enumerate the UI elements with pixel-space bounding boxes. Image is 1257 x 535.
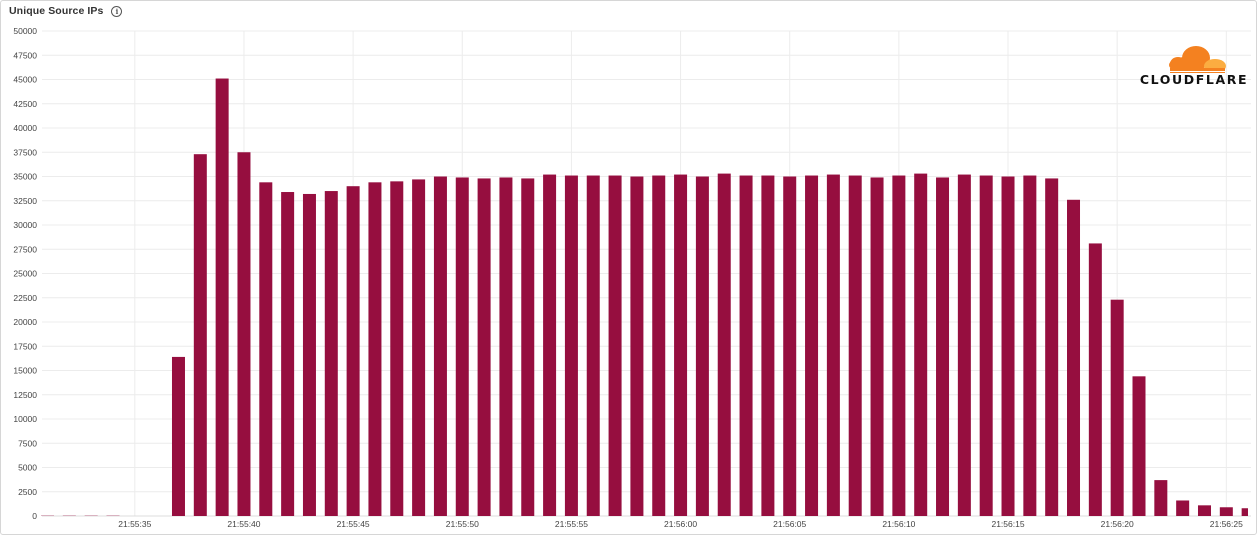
bar[interactable] — [259, 182, 273, 516]
y-tick-label: 20000 — [13, 317, 37, 327]
bar[interactable] — [608, 175, 622, 516]
bar[interactable] — [761, 175, 775, 516]
y-tick-label: 10000 — [13, 414, 37, 424]
bar[interactable] — [477, 178, 491, 516]
x-tick-label: 21:55:55 — [555, 519, 588, 529]
y-tick-label: 5000 — [18, 463, 37, 473]
bar[interactable] — [1110, 299, 1124, 516]
bar[interactable] — [237, 152, 251, 516]
x-tick-label: 21:55:35 — [118, 519, 151, 529]
bar[interactable] — [848, 175, 862, 516]
bar[interactable] — [455, 177, 469, 516]
y-tick-label: 15000 — [13, 366, 37, 376]
x-axis-ticks: 21:55:35 21:55:40 21:55:45 21:55:50 21:55:55… — [118, 519, 1243, 529]
x-tick-label: 21:56:15 — [991, 519, 1024, 529]
bar[interactable] — [368, 182, 382, 516]
x-tick-label: 21:56:10 — [882, 519, 915, 529]
bar[interactable] — [674, 174, 688, 516]
bar[interactable] — [936, 177, 950, 516]
panel-header: Unique Source IPs i — [9, 4, 123, 18]
cloudflare-logo: CLOUDFLARE — [1134, 46, 1254, 90]
bar[interactable] — [1176, 500, 1190, 516]
y-tick-label: 37500 — [13, 147, 37, 157]
x-tick-label: 21:55:45 — [337, 519, 370, 529]
bar[interactable] — [564, 175, 578, 516]
y-tick-label: 35000 — [13, 172, 37, 182]
x-tick-label: 21:55:40 — [227, 519, 260, 529]
bar[interactable] — [390, 181, 404, 516]
x-tick-label: 21:55:50 — [446, 519, 479, 529]
bar[interactable] — [1219, 507, 1233, 516]
bar[interactable] — [630, 176, 644, 517]
bar[interactable] — [805, 175, 819, 516]
bar[interactable] — [171, 356, 185, 516]
y-tick-label: 27500 — [13, 244, 37, 254]
bar[interactable] — [1132, 376, 1146, 516]
y-tick-label: 17500 — [13, 341, 37, 351]
info-icon[interactable]: i — [111, 5, 123, 17]
logo-text: CLOUDFLARE — [1139, 72, 1249, 87]
y-tick-label: 0 — [32, 511, 37, 521]
bar[interactable] — [783, 176, 797, 517]
y-tick-label: 25000 — [13, 269, 37, 279]
panel-title: Unique Source IPs — [9, 5, 104, 17]
y-tick-label: 32500 — [13, 196, 37, 206]
bar[interactable] — [281, 192, 295, 516]
bar[interactable] — [1067, 199, 1081, 516]
bar[interactable] — [826, 174, 840, 516]
bar[interactable] — [892, 175, 906, 516]
bar[interactable] — [499, 177, 513, 516]
bar[interactable] — [1197, 505, 1211, 516]
bar[interactable] — [914, 173, 928, 516]
bar[interactable] — [586, 175, 600, 516]
y-axis-ticks: 0 2500 5000 7500 10000 12500 15000 17500 20000 22… — [13, 26, 37, 521]
bar[interactable] — [412, 179, 426, 516]
bar[interactable] — [215, 78, 229, 516]
bar[interactable] — [652, 175, 666, 516]
y-tick-label: 40000 — [13, 123, 37, 133]
bar[interactable] — [302, 193, 316, 516]
bar[interactable] — [1023, 175, 1037, 516]
y-tick-label: 45000 — [13, 75, 37, 85]
y-tick-label: 7500 — [18, 438, 37, 448]
x-tick-label: 21:56:00 — [664, 519, 697, 529]
x-tick-label: 21:56:20 — [1101, 519, 1134, 529]
y-tick-label: 50000 — [13, 26, 37, 36]
bar[interactable] — [521, 178, 535, 516]
bar[interactable] — [717, 173, 731, 516]
bar[interactable] — [346, 186, 360, 516]
bar[interactable] — [979, 175, 993, 516]
y-tick-label: 47500 — [13, 50, 37, 60]
bar[interactable] — [324, 191, 338, 517]
bar[interactable] — [193, 154, 207, 516]
cloud-icon — [1169, 46, 1226, 73]
bar[interactable] — [957, 174, 971, 516]
y-tick-label: 22500 — [13, 293, 37, 303]
bar[interactable] — [1241, 508, 1248, 516]
y-tick-label: 2500 — [18, 487, 37, 497]
bar[interactable] — [433, 176, 447, 517]
x-tick-label: 21:56:05 — [773, 519, 806, 529]
bar[interactable] — [739, 175, 753, 516]
y-tick-label: 42500 — [13, 99, 37, 109]
bar[interactable] — [1045, 178, 1059, 516]
bar[interactable] — [695, 176, 709, 517]
bar[interactable] — [543, 174, 557, 516]
bars — [41, 78, 1248, 517]
bar[interactable] — [1088, 243, 1102, 516]
bar[interactable] — [1001, 176, 1015, 517]
bar[interactable] — [870, 177, 884, 516]
x-tick-label: 21:56:25 — [1210, 519, 1243, 529]
y-tick-label: 30000 — [13, 220, 37, 230]
y-tick-label: 12500 — [13, 390, 37, 400]
bar[interactable] — [1154, 480, 1168, 516]
